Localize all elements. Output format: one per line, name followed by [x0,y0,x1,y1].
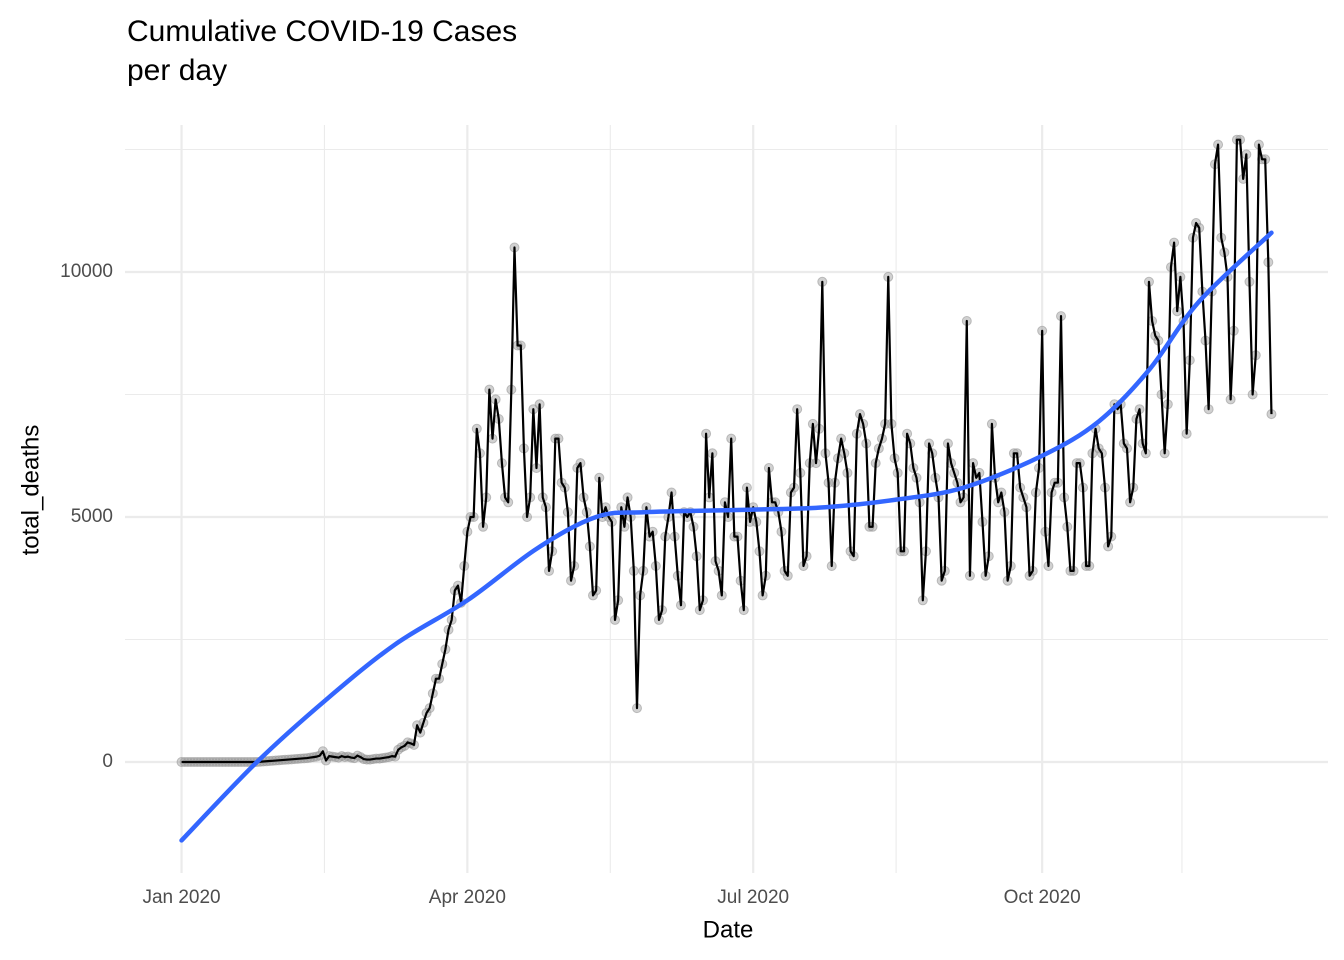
x-tick-label: Apr 2020 [429,887,506,908]
y-tick-label: 5000 [71,506,113,527]
x-tick-label: Jul 2020 [717,887,789,908]
y-axis-title: total_deaths [17,425,44,556]
y-tick-label: 10000 [60,261,113,282]
smooth-line [179,230,1274,843]
x-tick-label: Oct 2020 [1004,887,1081,908]
series-line [181,138,1273,764]
x-axis-title: Date [703,916,754,943]
chart-title: Cumulative COVID-19 Cases [127,15,517,48]
x-tick-label: Jan 2020 [142,887,220,908]
y-tick-label: 0 [102,751,113,772]
marks [176,134,1277,843]
chart-subtitle: per day [127,54,227,87]
